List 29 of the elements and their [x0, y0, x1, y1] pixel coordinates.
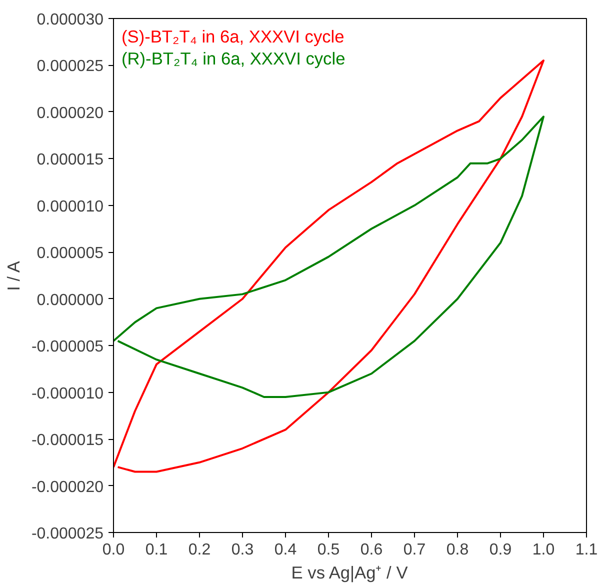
text: (S)-BT₂T₄ in 6a, XXXVI cycle	[122, 26, 344, 46]
y-tick-label: 0.000010	[36, 198, 104, 216]
x-tick-label: 0.4	[274, 542, 297, 558]
x-tick-label: 0.9	[489, 542, 512, 558]
y-tick-label: 0.000020	[36, 104, 104, 122]
y-tick-label: -0.000010	[31, 385, 104, 402]
y-tick-label: -0.000025	[31, 526, 104, 542]
x-tick-label: 1.0	[532, 542, 555, 558]
y-tick-label: -0.000020	[31, 478, 104, 496]
x-tick-label: 0.0	[102, 542, 125, 558]
y-axis-title: I / A	[3, 260, 24, 291]
y-tick-label: 0.000030	[36, 12, 104, 28]
y-tick-label: 0.000015	[36, 152, 104, 169]
x-tick-label: 0.2	[188, 542, 211, 558]
y-tick-label: 0.000005	[36, 245, 104, 262]
x-tick-label: 1.1	[575, 542, 598, 558]
x-tick-label: 0.8	[446, 542, 469, 558]
y-tick-label: 0.000000	[36, 292, 104, 309]
y-tick-label: 0.000025	[36, 58, 104, 76]
x-tick-label: 0.7	[403, 542, 426, 558]
text: (R)-BT₂T₄ in 6a, XXXVI cycle	[122, 48, 346, 68]
x-tick-label: 0.5	[317, 542, 340, 558]
x-tick-label: 0.1	[145, 542, 168, 558]
x-tick-label: 0.6	[360, 542, 383, 558]
y-tick-label: -0.000005	[31, 338, 104, 356]
x-tick-label: 0.3	[231, 542, 254, 558]
line-series	[114, 116, 544, 398]
y-tick-label: -0.000015	[31, 432, 104, 450]
x-axis-title: E vs Ag|Ag⁺ / V	[291, 562, 408, 582]
